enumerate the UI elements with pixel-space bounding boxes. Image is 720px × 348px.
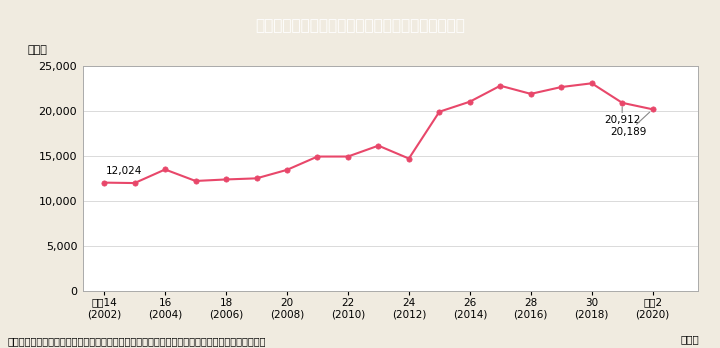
Text: 12,024: 12,024	[106, 166, 142, 176]
Text: （備考）警察庁「ストーカー事案及び配偶者からの暴力事案等への対応状況について」より作成。: （備考）警察庁「ストーカー事案及び配偶者からの暴力事案等への対応状況について」よ…	[7, 336, 266, 346]
Text: Ｉ－７－７図　ストーカー事案の相談等件数の推移: Ｉ－７－７図 ストーカー事案の相談等件数の推移	[255, 18, 465, 33]
Text: （件）: （件）	[27, 45, 48, 55]
Text: （年）: （年）	[680, 334, 699, 344]
Text: 20,912: 20,912	[604, 107, 640, 125]
Text: 20,189: 20,189	[610, 112, 649, 137]
